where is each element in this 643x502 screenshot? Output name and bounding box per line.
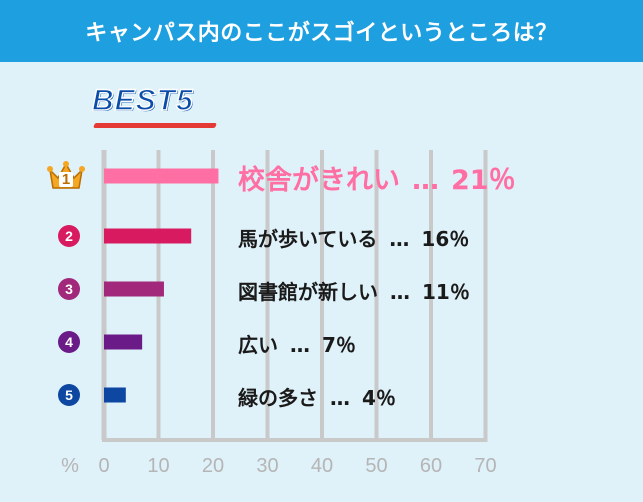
bar xyxy=(104,334,143,350)
bar xyxy=(104,281,164,297)
header-banner: キャンパス内のここがスゴイというところは？ xyxy=(0,0,643,62)
bar xyxy=(104,168,219,184)
x-tick-label: 10 xyxy=(147,455,169,477)
separator: … xyxy=(412,165,439,196)
bar xyxy=(104,387,126,403)
category-label: 図書館が新しい … 11％ xyxy=(238,276,470,305)
category-label: 校舎がきれい … 21％ xyxy=(238,158,516,197)
value-label: 7％ xyxy=(322,333,356,357)
rank-number: 1 xyxy=(61,171,71,188)
x-axis-label: % xyxy=(61,455,79,477)
category-label: 馬が歩いている … 16％ xyxy=(238,223,469,252)
separator: … xyxy=(290,333,310,357)
best5-badge: BEST5 xyxy=(91,83,194,117)
category-name: 馬が歩いている xyxy=(238,227,378,251)
x-tick-label: 50 xyxy=(365,455,387,477)
rank-badge-icon: 4 xyxy=(58,331,80,353)
value-label: 21％ xyxy=(451,165,516,196)
bar xyxy=(104,228,192,244)
separator: … xyxy=(330,386,350,410)
x-tick-label: 40 xyxy=(311,455,333,477)
separator: … xyxy=(390,280,410,304)
x-tick-label: 0 xyxy=(98,455,109,477)
crown-icon: 1 xyxy=(46,160,86,196)
rank-badge-icon: 5 xyxy=(58,384,80,406)
value-label: 16％ xyxy=(421,227,470,251)
value-label: 11％ xyxy=(422,280,470,304)
category-label: 広い … 7％ xyxy=(238,329,356,358)
x-tick-label: 60 xyxy=(420,455,442,477)
rank-badge-icon: 3 xyxy=(58,278,80,300)
category-name: 緑の多さ xyxy=(238,386,318,410)
separator: … xyxy=(389,227,410,251)
category-name: 広い xyxy=(238,333,278,357)
value-label: 4％ xyxy=(362,386,396,410)
category-label: 緑の多さ … 4％ xyxy=(238,382,396,411)
rank-badge-icon: 2 xyxy=(58,225,80,247)
category-name: 校舎がきれい xyxy=(238,165,400,196)
x-tick-label: 70 xyxy=(474,455,496,477)
x-tick-label: 20 xyxy=(202,455,224,477)
page-title: キャンパス内のここがスゴイというところは？ xyxy=(85,21,558,46)
category-name: 図書館が新しい xyxy=(238,280,378,304)
x-tick-label: 30 xyxy=(256,455,278,477)
